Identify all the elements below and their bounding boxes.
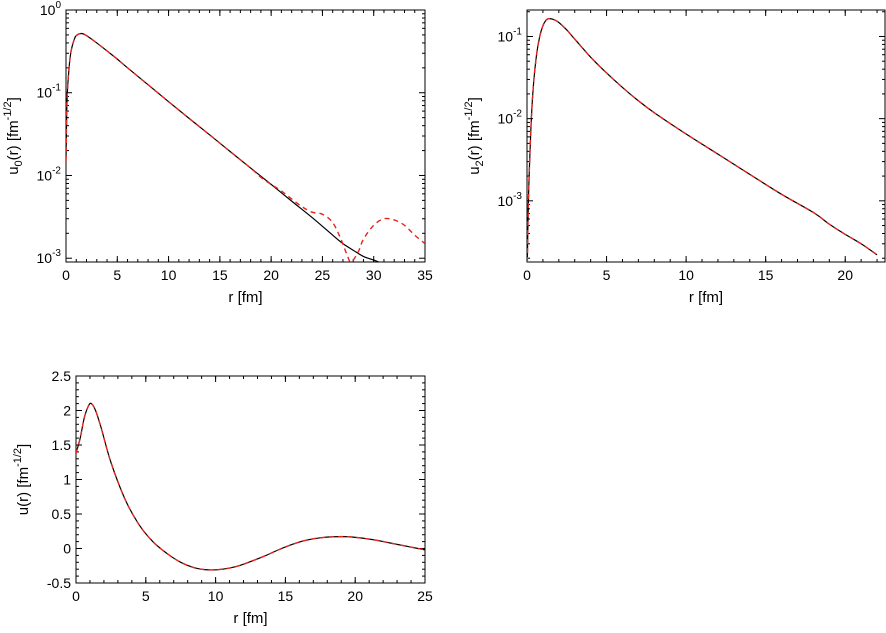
y-tick-label: 1 [63, 472, 71, 488]
series-line-solid-black [66, 32, 380, 262]
y-axis-label: u0(r) [fm-1/2] [2, 97, 25, 175]
y-label-subscript: 0 [13, 160, 25, 166]
y-tick-label: -0.5 [47, 575, 71, 591]
x-tick-label: 10 [208, 588, 224, 604]
y-tick-base: 10 [498, 28, 514, 44]
y-tick-label: 0.5 [52, 506, 72, 522]
y-tick-label: 10-2 [37, 165, 62, 183]
y-tick-base: 10 [37, 250, 53, 266]
y-label-text: (r) [fm [15, 467, 32, 507]
y-tick-label: 10-3 [498, 191, 523, 209]
x-tick-label: 20 [837, 267, 853, 283]
y-tick-label: 2.5 [52, 368, 72, 384]
y-label-subscript: 2 [474, 160, 486, 166]
x-tick-label: 0 [72, 588, 80, 604]
y-tick-label: 0 [63, 541, 71, 557]
x-tick-label: 0 [62, 267, 70, 283]
x-tick-label: 25 [315, 267, 331, 283]
y-label-end: ] [5, 97, 22, 101]
series-line-solid-black [527, 18, 878, 262]
x-tick-label: 15 [758, 267, 774, 283]
series-group [66, 32, 425, 262]
x-tick-label: 30 [366, 267, 382, 283]
series-group [527, 17, 878, 262]
x-axis-label: r [fm] [233, 610, 267, 627]
x-tick-label: 5 [142, 588, 150, 604]
series-line-dashed-red [76, 402, 425, 571]
x-tick-label: 20 [263, 267, 279, 283]
x-tick-label: 25 [417, 588, 433, 604]
y-tick-base: 10 [40, 2, 56, 18]
y-tick-base: 10 [498, 111, 514, 127]
x-axis-label: r [fm] [689, 289, 723, 306]
x-tick-label: 10 [678, 267, 694, 283]
y-tick-label: 10-1 [498, 26, 523, 44]
y-label-base: u [5, 166, 22, 174]
plot-frame [65, 9, 426, 263]
x-tick-label: 35 [417, 267, 433, 283]
x-tick-label: 20 [347, 588, 363, 604]
y-label-base: u [466, 166, 483, 174]
x-tick-label: 0 [523, 267, 531, 283]
y-label-superscript: -1/2 [463, 101, 475, 120]
series-line-solid-black [76, 402, 425, 571]
y-label-base: u [15, 507, 32, 515]
y-tick-exponent: -1 [513, 26, 522, 37]
y-tick-exponent: -2 [52, 165, 61, 176]
y-tick-exponent: -3 [513, 191, 522, 202]
y-label-end: ] [15, 444, 32, 448]
y-tick-base: 10 [498, 193, 514, 209]
y-tick-exponent: -2 [513, 109, 522, 120]
y-tick-label: 10-3 [37, 248, 62, 266]
y-tick-exponent: -3 [52, 248, 61, 259]
x-tick-label: 5 [113, 267, 121, 283]
series-line-dashed-red [527, 17, 878, 262]
x-tick-label: 15 [212, 267, 228, 283]
y-tick-base: 10 [37, 167, 53, 183]
y-label-text: (r) [fm [5, 120, 22, 160]
y-label-superscript: -1/2 [2, 101, 14, 120]
y-tick-label: 100 [40, 0, 62, 18]
series-line-dashed-red [66, 32, 425, 262]
y-tick-label: 10-2 [498, 109, 523, 127]
y-axis-label: u2(r) [fm-1/2] [463, 97, 486, 175]
plot-frame [526, 9, 886, 263]
series-group [76, 402, 425, 571]
y-label-superscript: -1/2 [12, 448, 24, 467]
x-tick-label: 15 [278, 588, 294, 604]
x-tick-label: 10 [161, 267, 177, 283]
x-tick-label: 5 [603, 267, 611, 283]
y-label-text: (r) [fm [466, 120, 483, 160]
x-axis-label: r [fm] [228, 289, 262, 306]
chart-panel-u: 0 5 10 15 20 25-0.500.511.522.5r [fm]u(r) [fm… [12, 368, 433, 627]
plot-frame [75, 375, 426, 584]
y-tick-label: 1.5 [52, 437, 72, 453]
y-tick-label: 10-1 [37, 83, 62, 101]
y-tick-label: 2 [63, 403, 71, 419]
y-label-end: ] [466, 97, 483, 101]
y-axis-label: u(r) [fm-1/2] [12, 444, 32, 515]
y-tick-exponent: -1 [52, 83, 61, 94]
y-tick-base: 10 [37, 85, 53, 101]
y-tick-exponent: 0 [55, 0, 61, 11]
